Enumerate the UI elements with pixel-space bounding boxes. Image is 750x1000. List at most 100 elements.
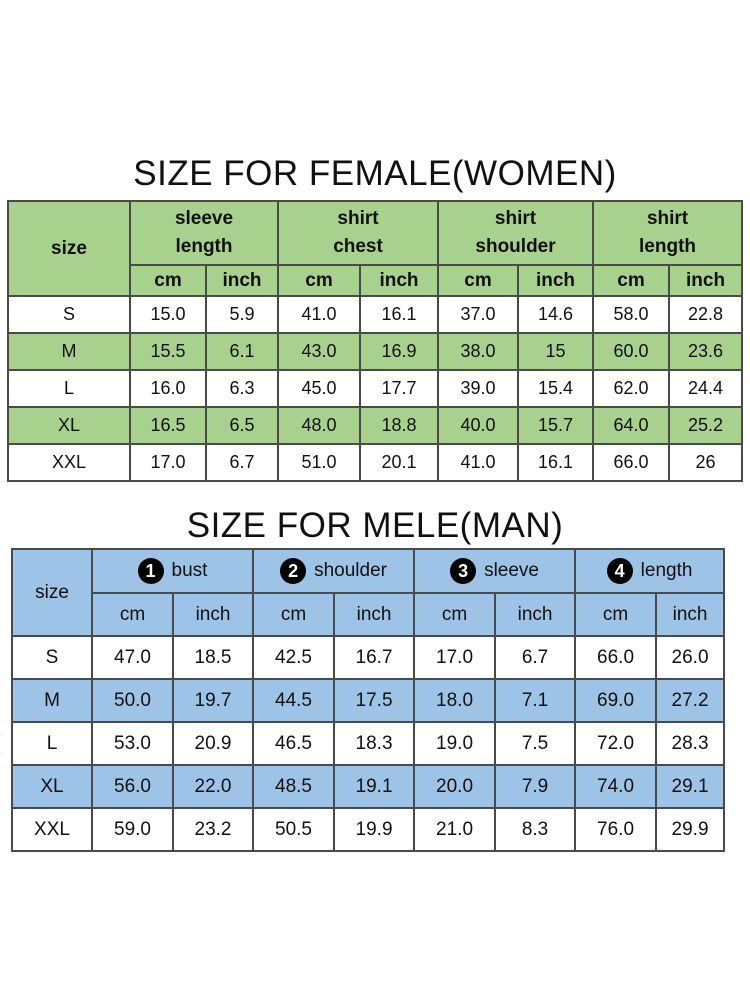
value-cell: 37.0 <box>437 295 520 334</box>
value-cell: 69.0 <box>574 678 658 723</box>
value-cell: 19.9 <box>333 807 416 852</box>
female-size-table: size sleeve length shirt chest shirt should… <box>7 200 744 482</box>
value-cell: 27.2 <box>655 678 726 723</box>
value-cell: 21.0 <box>413 807 497 852</box>
value-cell: 29.9 <box>655 807 726 852</box>
value-cell: 66.0 <box>574 635 658 680</box>
table-row: S 47.0 18.5 42.5 16.7 17.0 6.7 66.0 26.0 <box>11 635 726 680</box>
value-cell: 17.0 <box>129 443 207 482</box>
value-cell: 50.5 <box>252 807 336 852</box>
value-cell: 45.0 <box>277 369 361 408</box>
value-cell: 17.5 <box>333 678 416 723</box>
value-cell: 16.7 <box>333 635 416 680</box>
table-row: S 15.0 5.9 41.0 16.1 37.0 14.6 58.0 22.8 <box>7 295 744 334</box>
unit-header: cm <box>252 592 336 637</box>
value-cell: 41.0 <box>277 295 361 334</box>
male-group-header: 1 bust <box>90 548 255 594</box>
value-cell: 20.0 <box>413 764 497 809</box>
value-cell: 26.0 <box>655 635 726 680</box>
value-cell: 7.1 <box>494 678 577 723</box>
value-cell: 8.3 <box>494 807 577 852</box>
unit-header: inch <box>333 592 416 637</box>
size-cell: L <box>7 369 131 408</box>
value-cell: 24.4 <box>668 369 744 408</box>
table-row: M 15.5 6.1 43.0 16.9 38.0 15 60.0 23.6 <box>7 332 744 371</box>
value-cell: 16.0 <box>129 369 207 408</box>
value-cell: 50.0 <box>91 678 174 723</box>
value-cell: 20.1 <box>358 443 440 482</box>
header-line: chest <box>333 236 383 257</box>
size-cell: XL <box>11 764 93 809</box>
unit-header: inch <box>668 264 744 297</box>
male-size-table: size 1 bust 2 shoulder 3 sleeve 4 length cm i… <box>11 548 726 852</box>
value-cell: 18.8 <box>358 406 440 445</box>
value-cell: 66.0 <box>592 443 671 482</box>
value-cell: 19.0 <box>413 721 497 766</box>
value-cell: 23.2 <box>171 807 255 852</box>
unit-header: inch <box>205 264 279 297</box>
value-cell: 20.9 <box>171 721 255 766</box>
value-cell: 15.4 <box>517 369 595 408</box>
value-cell: 16.1 <box>358 295 440 334</box>
value-cell: 26 <box>668 443 744 482</box>
value-cell: 7.5 <box>494 721 577 766</box>
value-cell: 19.1 <box>333 764 416 809</box>
table-row: L 53.0 20.9 46.5 18.3 19.0 7.5 72.0 28.3 <box>11 721 726 766</box>
unit-header: cm <box>413 592 497 637</box>
value-cell: 41.0 <box>437 443 520 482</box>
table-row: XL 56.0 22.0 48.5 19.1 20.0 7.9 74.0 29.1 <box>11 764 726 809</box>
male-group-header: 3 sleeve <box>413 548 577 594</box>
value-cell: 22.8 <box>668 295 744 334</box>
female-group-header: sleeve length <box>129 200 279 266</box>
value-cell: 53.0 <box>91 721 174 766</box>
unit-header: inch <box>358 264 440 297</box>
size-cell: XXL <box>7 443 131 482</box>
table-row: L 16.0 6.3 45.0 17.7 39.0 15.4 62.0 24.4 <box>7 369 744 408</box>
value-cell: 6.7 <box>205 443 279 482</box>
size-cell: L <box>11 721 93 766</box>
value-cell: 59.0 <box>91 807 174 852</box>
female-size-title: SIZE FOR FEMALE(WOMEN) <box>133 154 617 193</box>
value-cell: 18.3 <box>333 721 416 766</box>
value-cell: 17.7 <box>358 369 440 408</box>
size-cell: M <box>7 332 131 371</box>
header-label: length <box>640 560 693 581</box>
unit-header: inch <box>655 592 726 637</box>
value-cell: 6.7 <box>494 635 577 680</box>
male-size-title: SIZE FOR MELE(MAN) <box>186 506 564 545</box>
value-cell: 15.7 <box>517 406 595 445</box>
number-4-icon: 4 <box>606 558 633 584</box>
value-cell: 56.0 <box>91 764 174 809</box>
header-line: sleeve <box>174 208 234 229</box>
number-1-icon: 1 <box>137 558 164 584</box>
number-2-icon: 2 <box>280 558 307 584</box>
size-cell: M <box>11 678 93 723</box>
number-3-icon: 3 <box>450 558 477 584</box>
value-cell: 6.3 <box>205 369 279 408</box>
header-label: bust <box>171 560 208 581</box>
header-line: length <box>639 236 697 257</box>
table-row: XXL 59.0 23.2 50.5 19.9 21.0 8.3 76.0 29.9 <box>11 807 726 852</box>
unit-header: cm <box>437 264 520 297</box>
table-row: M 50.0 19.7 44.5 17.5 18.0 7.1 69.0 27.2 <box>11 678 726 723</box>
value-cell: 46.5 <box>252 721 336 766</box>
unit-header: cm <box>277 264 361 297</box>
value-cell: 43.0 <box>277 332 361 371</box>
value-cell: 51.0 <box>277 443 361 482</box>
header-line: length <box>175 236 233 257</box>
header-label: shoulder <box>314 560 387 581</box>
male-size-header: size <box>11 548 93 637</box>
unit-header: cm <box>592 264 671 297</box>
header-line: shirt <box>337 208 379 229</box>
value-cell: 15.0 <box>129 295 207 334</box>
value-cell: 16.9 <box>358 332 440 371</box>
value-cell: 16.5 <box>129 406 207 445</box>
header-label: sleeve <box>484 560 539 581</box>
unit-header: cm <box>574 592 658 637</box>
value-cell: 22.0 <box>171 764 255 809</box>
value-cell: 6.5 <box>205 406 279 445</box>
female-size-header: size <box>7 200 131 297</box>
header-line: shoulder <box>475 236 556 257</box>
unit-header: cm <box>129 264 207 297</box>
value-cell: 25.2 <box>668 406 744 445</box>
